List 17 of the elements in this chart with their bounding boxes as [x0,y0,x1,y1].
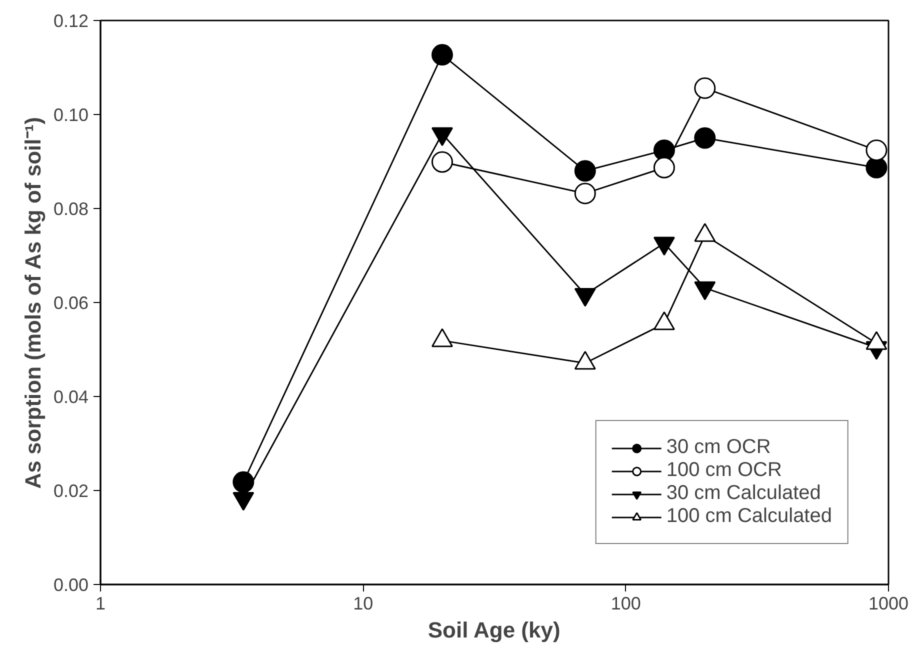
x-tick-label: 1 [95,594,106,614]
y-tick-label: 0.12 [53,11,89,31]
legend-label: 100 cm Calculated [666,505,832,528]
x-axis-title: Soil Age (ky) [428,618,560,642]
x-tick-label: 1000 [868,594,909,614]
y-axis-title: As sorption (mols of As kg of soil⁻¹) [20,117,46,489]
y-tick-label: 0.10 [53,105,89,125]
y-tick-label: 0.08 [53,199,89,219]
legend-label: 30 cm Calculated [666,482,821,505]
y-tick-label: 0.02 [53,481,89,501]
legend-label: 100 cm OCR [666,459,782,482]
x-tick-label: 100 [610,594,641,614]
y-tick-label: 0.00 [53,575,89,595]
y-tick-label: 0.06 [53,293,89,313]
y-tick-label: 0.04 [53,387,89,407]
x-tick-label: 10 [353,594,374,614]
legend-label: 30 cm OCR [666,436,771,459]
